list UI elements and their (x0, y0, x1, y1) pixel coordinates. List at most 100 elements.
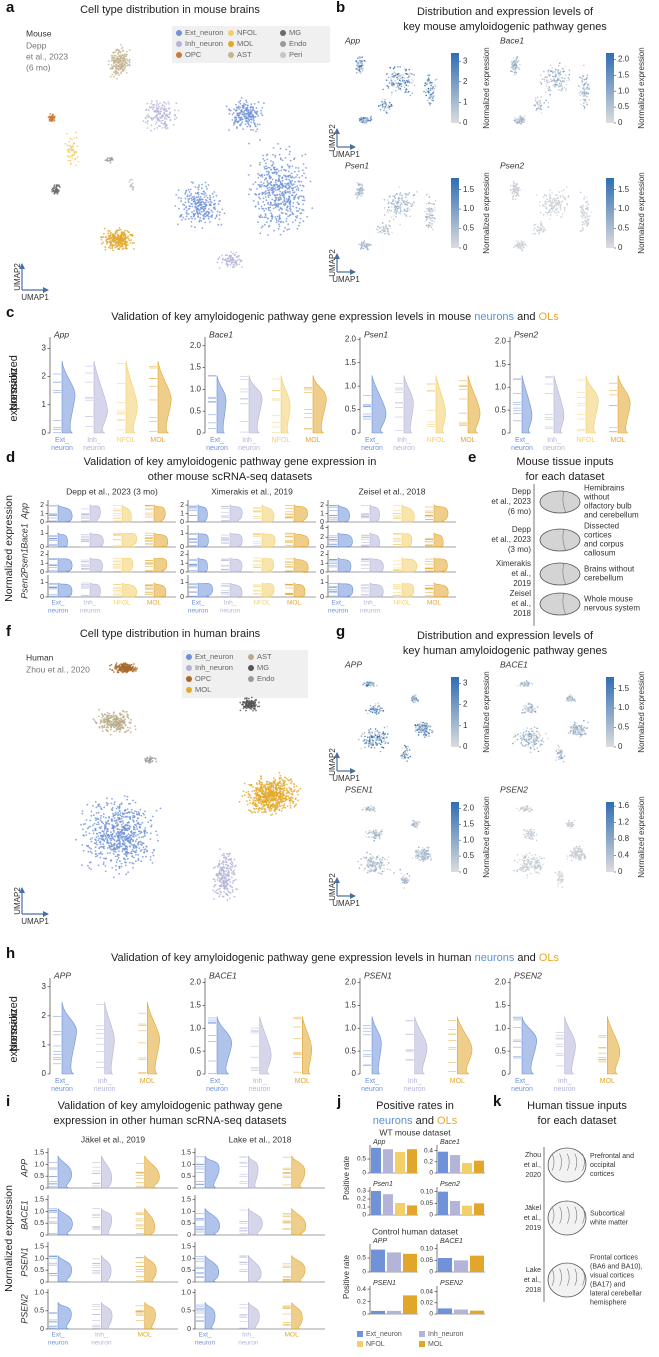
cell-dot (516, 65, 518, 68)
cell-dot (289, 192, 291, 195)
cell-dot (121, 67, 123, 70)
cell-dot (255, 790, 258, 792)
cell-dot (395, 73, 397, 75)
cell-dot (299, 184, 302, 187)
cell-dot (411, 81, 413, 84)
species: Mouse (26, 28, 52, 38)
cell-dot (258, 207, 260, 210)
cell-dot (279, 190, 282, 193)
cell-dot (162, 122, 165, 125)
cell-dot (356, 72, 358, 74)
cell-dot (586, 101, 588, 104)
cell-dot (236, 259, 239, 262)
cell-dot (131, 848, 134, 851)
cell-dot (391, 75, 394, 78)
cell-dot (289, 207, 291, 210)
cell-dot (251, 802, 254, 805)
cell-dot (122, 847, 124, 850)
cell-dot (131, 667, 134, 669)
cell-dot (123, 837, 126, 840)
colorbar-tick-label: 0 (618, 118, 623, 127)
cell-dot (143, 850, 146, 853)
cell-dot (119, 810, 121, 812)
cell-dot (408, 75, 411, 78)
cell-dot (285, 148, 287, 151)
cell-dot (239, 259, 242, 261)
cell-dot (92, 718, 94, 720)
cell-dot (90, 840, 93, 843)
cell-dot (265, 799, 268, 801)
cell-dot (565, 83, 568, 86)
cell-dot (106, 830, 108, 833)
cell-dot (577, 85, 580, 87)
cell-dot (213, 191, 216, 193)
cell-dot (156, 102, 159, 104)
cell-dot (256, 110, 259, 113)
cell-dot (214, 217, 217, 220)
cell-dot (94, 846, 97, 849)
cell-dot (267, 225, 270, 228)
cell-dot (256, 128, 259, 131)
cell-dot (118, 238, 121, 241)
cell-dot (105, 235, 107, 238)
cell-dot (512, 66, 515, 68)
cell-dot (198, 184, 201, 187)
cell-dot (218, 218, 221, 221)
cell-dot (559, 73, 562, 76)
cell-dot (539, 74, 542, 76)
cell-dot (89, 861, 92, 864)
cell-dot (139, 840, 142, 843)
cell-dot (273, 229, 275, 232)
cell-dot (106, 797, 108, 800)
cell-dot (288, 202, 291, 205)
cell-dot (551, 67, 553, 69)
cell-dot (401, 82, 403, 85)
cell-dot (272, 153, 274, 156)
cell-dot (153, 128, 156, 130)
cell-dot (264, 808, 266, 810)
cell-dot (67, 155, 70, 158)
cell-dot (90, 814, 93, 817)
cell-dot (396, 78, 399, 80)
cell-dot (233, 108, 236, 111)
cell-dot (292, 205, 294, 208)
cell-dot (223, 861, 225, 864)
cell-dot (126, 713, 129, 715)
cell-dot (270, 790, 272, 792)
cell-dot (230, 251, 233, 253)
cell-dot (52, 189, 55, 192)
cell-dot (279, 183, 282, 186)
legend-swatch (248, 654, 254, 660)
cell-dot (287, 165, 290, 168)
cell-dot (114, 239, 116, 242)
cell-dot (99, 832, 102, 834)
colorbar (606, 53, 614, 123)
cell-dot (582, 104, 585, 107)
cell-dot (357, 194, 360, 197)
cell-dot (294, 215, 297, 218)
cell-dot (278, 223, 280, 226)
cell-dot (406, 79, 408, 82)
cell-dot (104, 246, 107, 249)
cell-dot (136, 828, 139, 830)
cell-dot (263, 209, 266, 212)
cell-dot (383, 100, 386, 103)
cell-dot (397, 82, 400, 84)
cell-dot (247, 705, 250, 707)
cell-dot (149, 755, 152, 758)
cell-dot (539, 102, 542, 104)
cell-dot (90, 810, 93, 813)
cell-dot (109, 728, 112, 731)
cell-dot (119, 241, 122, 244)
cell-dot (271, 204, 274, 207)
cell-dot (279, 774, 282, 777)
cell-dot (179, 214, 182, 217)
cell-dot (275, 179, 278, 182)
cell-dot (147, 120, 149, 123)
cell-dot (252, 801, 255, 803)
cell-dot (283, 803, 286, 805)
panel-title: Distribution and expression levels of (417, 6, 594, 18)
cell-dot (266, 173, 268, 176)
cell-dot (125, 53, 128, 56)
cell-dot (124, 666, 127, 668)
